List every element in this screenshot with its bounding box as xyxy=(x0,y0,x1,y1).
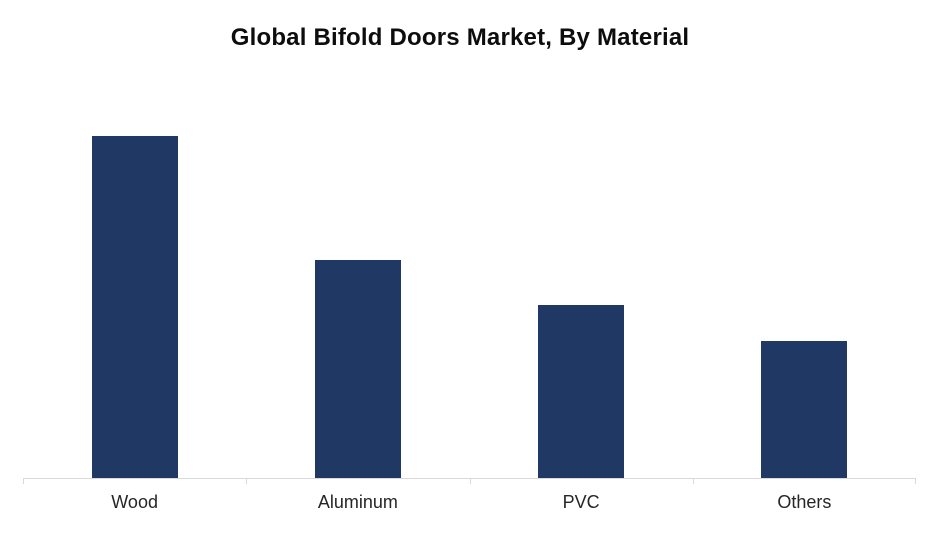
category-axis-labels: Wood Aluminum PVC Others xyxy=(23,492,916,513)
axis-tick xyxy=(23,478,24,484)
axis-tick xyxy=(469,478,471,484)
category-cell-wood xyxy=(23,85,246,478)
axis-tick xyxy=(246,478,248,484)
category-cell-aluminum xyxy=(246,85,469,478)
bar-others xyxy=(761,341,848,478)
category-label-pvc: PVC xyxy=(562,492,600,512)
category-label-aluminum: Aluminum xyxy=(317,492,398,512)
bar-pvc xyxy=(538,305,625,478)
axis-tick xyxy=(915,478,916,484)
category-label-others: Others xyxy=(777,492,832,512)
category-cell-pvc xyxy=(470,85,693,478)
bar-aluminum xyxy=(314,260,401,478)
category-cell-others xyxy=(693,85,916,478)
chart-title: Global Bifold Doors Market, By Material xyxy=(230,24,690,51)
bar-wood xyxy=(91,136,178,478)
axis-tick xyxy=(692,478,694,484)
plot-area xyxy=(23,85,916,484)
category-label-wood: Wood xyxy=(111,492,158,512)
